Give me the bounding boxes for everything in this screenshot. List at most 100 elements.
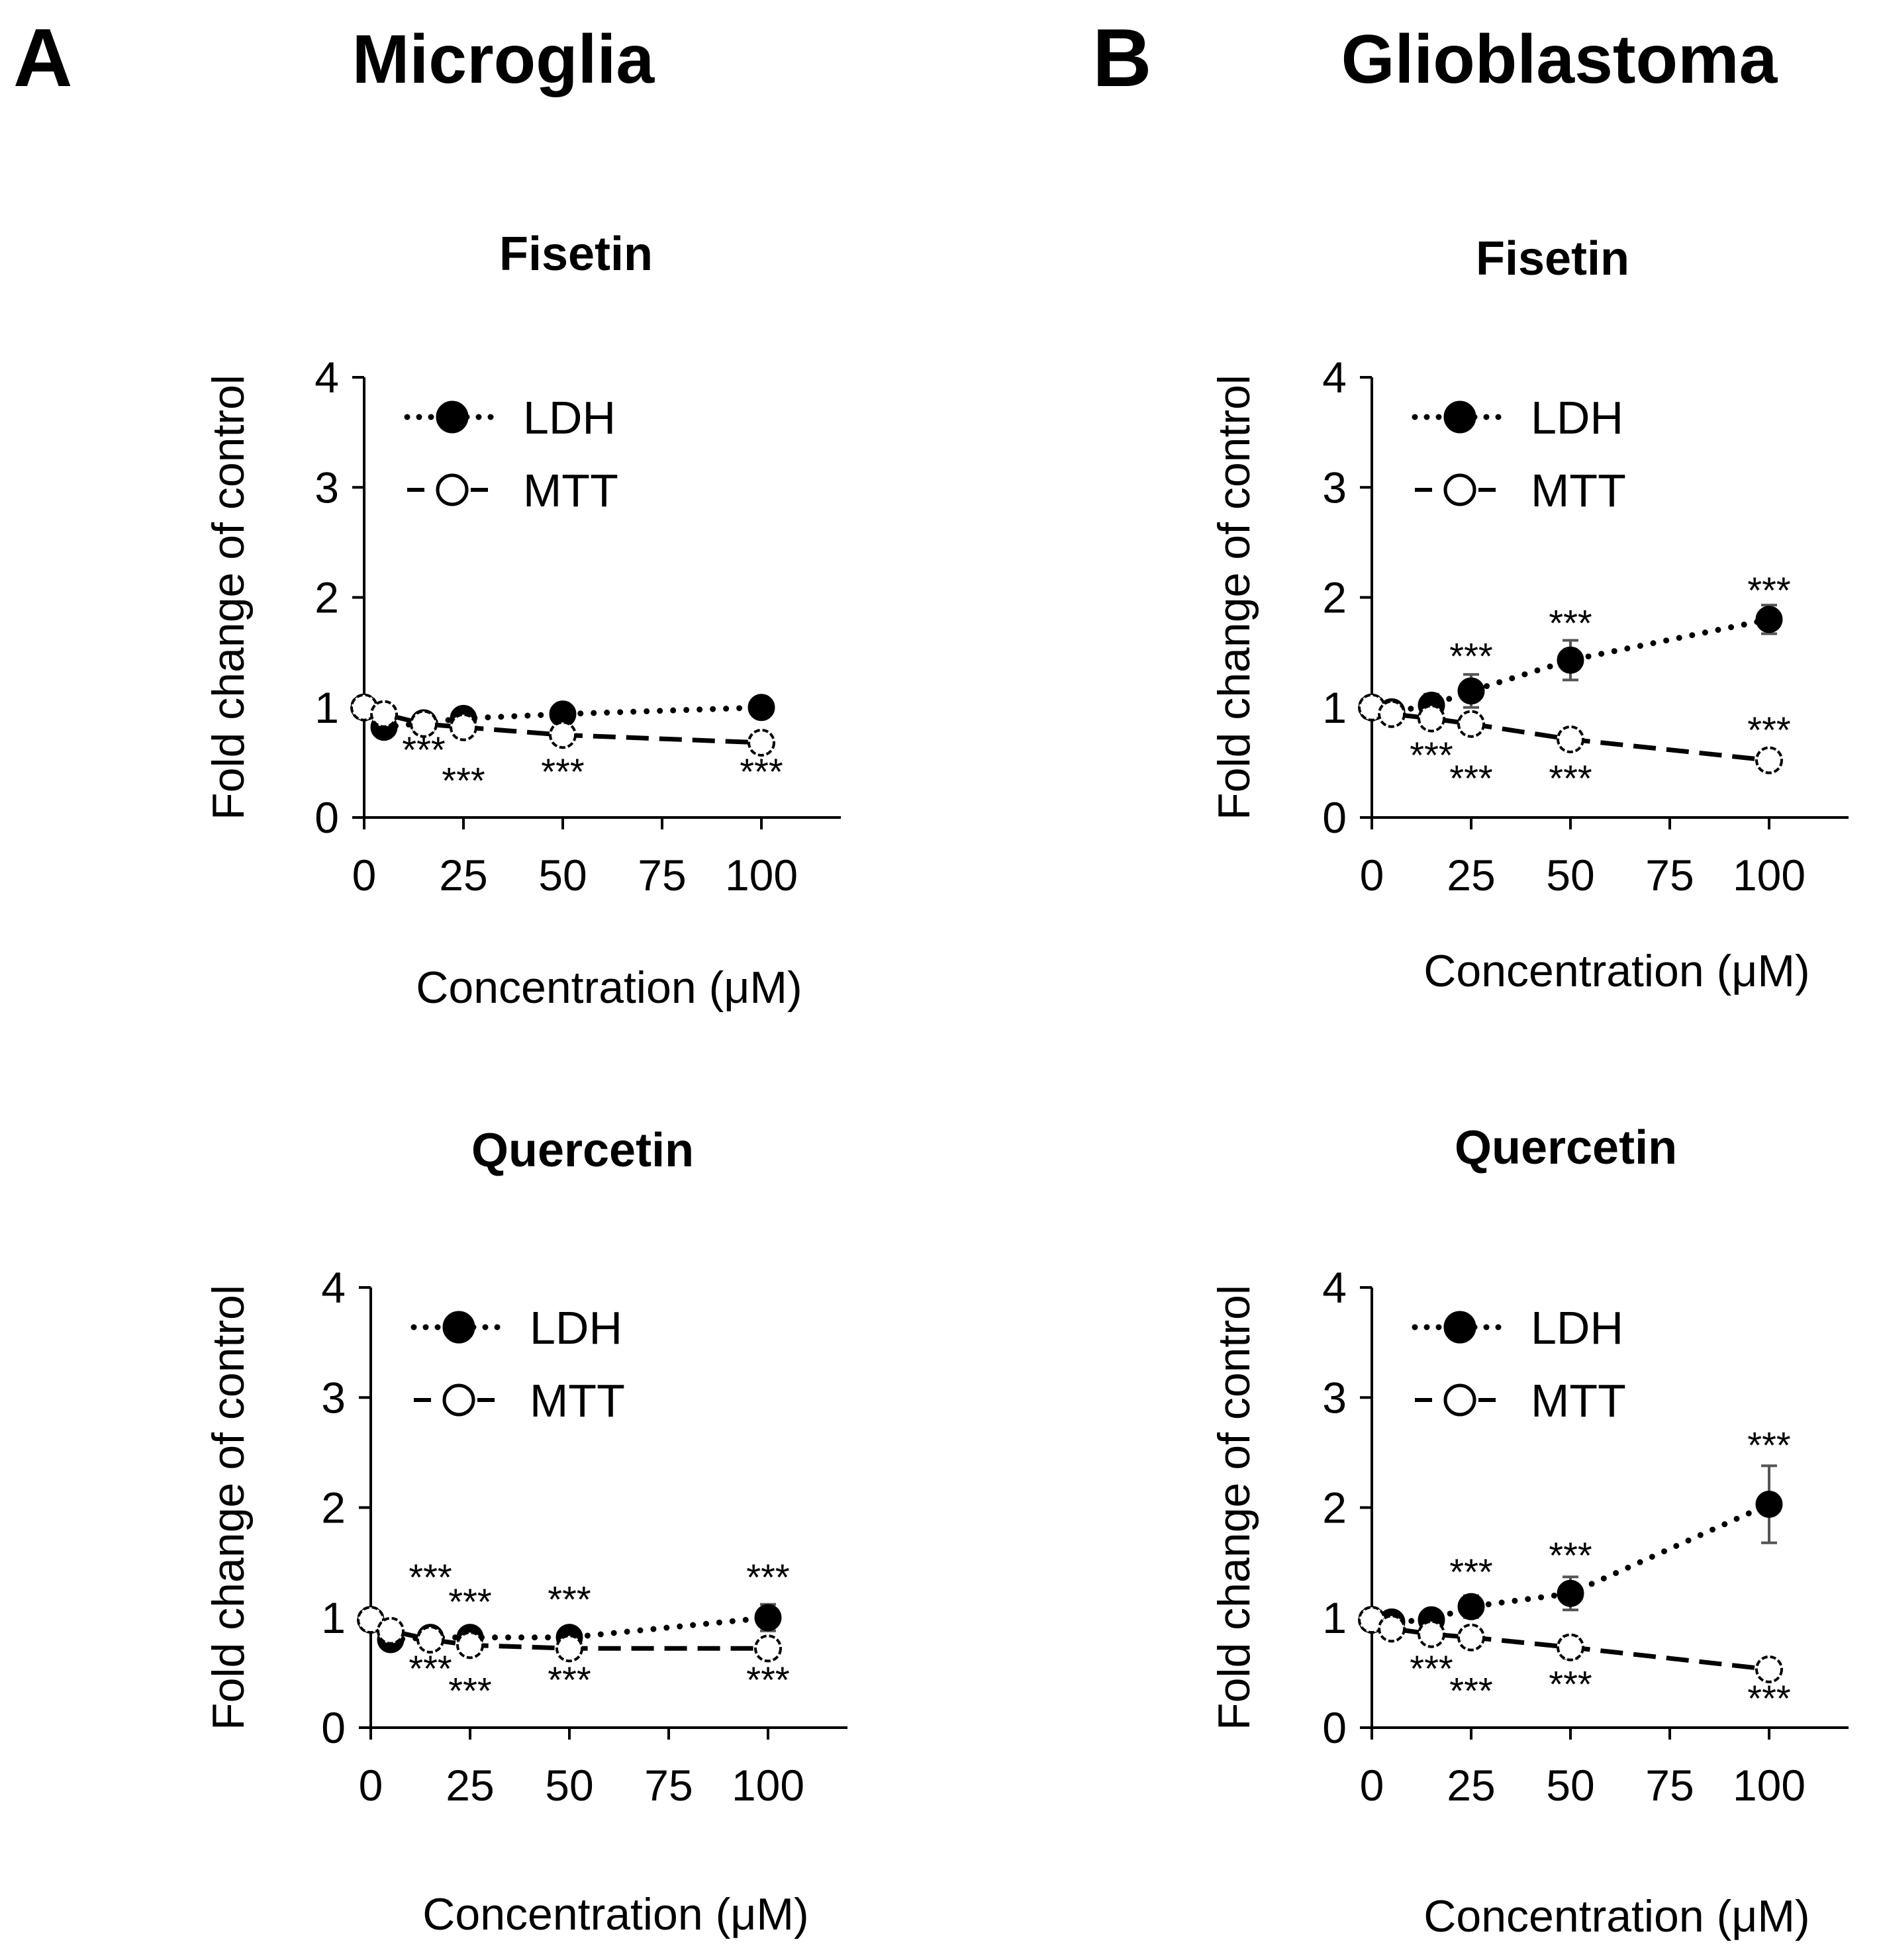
- significance-label: ***: [548, 1659, 591, 1701]
- y-tick-label: 1: [321, 1593, 346, 1642]
- legend-marker-mtt: [1443, 1383, 1476, 1417]
- data-point-ldh: [1557, 646, 1584, 674]
- significance-label: ***: [1449, 757, 1492, 799]
- data-point-mtt: [1457, 1623, 1485, 1652]
- x-tick-label: 25: [439, 851, 487, 900]
- data-point-mtt: [1418, 1620, 1445, 1648]
- panel-title-microglia: Microglia: [352, 21, 655, 98]
- y-tick-label: 0: [1322, 793, 1347, 842]
- legend-label-ldh: LDH: [1531, 392, 1623, 443]
- panel-title-glioblastoma: Glioblastoma: [1341, 21, 1778, 98]
- legend-label-ldh: LDH: [530, 1302, 622, 1354]
- x-tick-label: 75: [638, 851, 686, 900]
- data-point-mtt: [377, 1616, 405, 1645]
- x-axis-label: Concentration (μM): [1423, 1891, 1809, 1941]
- x-tick-label: 100: [1733, 851, 1806, 900]
- y-axis-label: Fold change of control: [203, 1285, 254, 1730]
- data-point-ldh: [747, 694, 775, 722]
- significance-label: ***: [1410, 1648, 1453, 1689]
- x-axis-label: Concentration (μM): [422, 1889, 808, 1939]
- x-tick-label: 25: [1447, 851, 1495, 900]
- y-tick-label: 3: [321, 1373, 346, 1422]
- data-point-mtt: [747, 728, 775, 757]
- significance-label: ***: [1549, 1534, 1592, 1576]
- legend-label-mtt: MTT: [1531, 1375, 1626, 1426]
- significance-label: ***: [409, 1556, 452, 1598]
- legend-label-mtt: MTT: [1531, 465, 1626, 516]
- x-tick-label: 0: [359, 1761, 383, 1810]
- y-axis-label: Fold change of control: [1209, 375, 1259, 820]
- chart-glioblastoma-fisetin: Fisetin 0 1 2 3 4 0 25 50 75 100 Concentration (μM)…: [1209, 232, 1849, 996]
- y-tick-label: 3: [1322, 463, 1347, 512]
- legend-label-ldh: LDH: [1531, 1302, 1623, 1354]
- legend-marker-ldh: [436, 400, 469, 434]
- legend-marker-mtt: [436, 473, 469, 506]
- significance-label: ***: [442, 759, 485, 801]
- legend-marker-ldh: [442, 1311, 475, 1344]
- significance-label: ***: [448, 1581, 491, 1622]
- x-tick-label: 100: [1733, 1761, 1806, 1810]
- significance-label: ***: [409, 1648, 452, 1689]
- series-line-ldh: [361, 704, 765, 731]
- significance-label: ***: [1747, 1677, 1790, 1719]
- x-axis-label: Concentration (μM): [1423, 946, 1809, 996]
- x-tick-label: 75: [1645, 1761, 1694, 1810]
- y-tick-label: 1: [314, 683, 339, 732]
- y-tick-label: 1: [1322, 1593, 1347, 1642]
- data-point-mtt: [1378, 1614, 1406, 1643]
- data-point-mtt: [1755, 746, 1783, 774]
- series-line-ldh: [367, 1614, 771, 1643]
- significance-label: ***: [1449, 1551, 1492, 1593]
- significance-label: ***: [746, 1556, 789, 1598]
- data-point-mtt: [1557, 725, 1584, 753]
- data-point-mtt: [370, 700, 398, 728]
- significance-label: ***: [1549, 602, 1592, 644]
- chart-glioblastoma-quercetin: Quercetin 0 1 2 3 4 0 25 50 75 100 Concentration (μ…: [1209, 1121, 1849, 1941]
- x-tick-label: 50: [1546, 1761, 1594, 1810]
- significance-label: ***: [746, 1659, 789, 1701]
- y-tick-label: 4: [321, 1263, 346, 1312]
- y-tick-label: 2: [321, 1483, 346, 1532]
- data-point-mtt: [456, 1631, 484, 1659]
- x-axis-label: Concentration (μM): [416, 962, 802, 1013]
- data-point-mtt: [754, 1634, 782, 1663]
- x-tick-label: 0: [1360, 851, 1384, 900]
- data-point-mtt: [549, 721, 577, 749]
- x-tick-label: 50: [538, 851, 587, 900]
- data-point-mtt: [357, 1606, 385, 1634]
- significance-label: ***: [541, 751, 584, 792]
- significance-label: ***: [1747, 569, 1790, 611]
- x-tick-label: 25: [446, 1761, 494, 1810]
- y-tick-label: 1: [1322, 683, 1347, 732]
- data-point-ldh: [754, 1604, 782, 1632]
- significance-label: ***: [740, 751, 783, 792]
- y-tick-label: 4: [1322, 353, 1347, 402]
- x-tick-label: 0: [1360, 1761, 1384, 1810]
- data-point-mtt: [1557, 1633, 1584, 1661]
- significance-label: ***: [1549, 757, 1592, 799]
- significance-label: ***: [1449, 1669, 1492, 1711]
- chart-microglia-quercetin: Quercetin 0 1 2 3 4 0 25 50 75 100 Concentration (μ…: [203, 1124, 847, 1939]
- panel-letter-a: A: [13, 13, 73, 104]
- y-tick-label: 3: [314, 463, 339, 512]
- legend-marker-mtt: [442, 1383, 475, 1417]
- x-tick-label: 50: [545, 1761, 593, 1810]
- legend-label-mtt: MTT: [530, 1375, 625, 1426]
- legend-label-mtt: MTT: [523, 465, 618, 516]
- chart-title: Quercetin: [1455, 1121, 1677, 1174]
- x-tick-label: 100: [725, 851, 798, 900]
- significance-label: ***: [1449, 635, 1492, 677]
- data-point-mtt: [450, 713, 477, 741]
- y-tick-label: 3: [1322, 1373, 1347, 1422]
- y-axis-label: Fold change of control: [1209, 1285, 1259, 1730]
- significance-label: ***: [1549, 1663, 1592, 1704]
- chart-title: Quercetin: [471, 1124, 694, 1177]
- data-point-mtt: [410, 710, 438, 738]
- significance-label: ***: [402, 729, 445, 770]
- data-point-ldh: [1557, 1579, 1584, 1607]
- series-line-ldh: [1369, 1501, 1772, 1625]
- data-point-ldh: [1457, 1593, 1485, 1620]
- y-tick-label: 2: [1322, 573, 1347, 622]
